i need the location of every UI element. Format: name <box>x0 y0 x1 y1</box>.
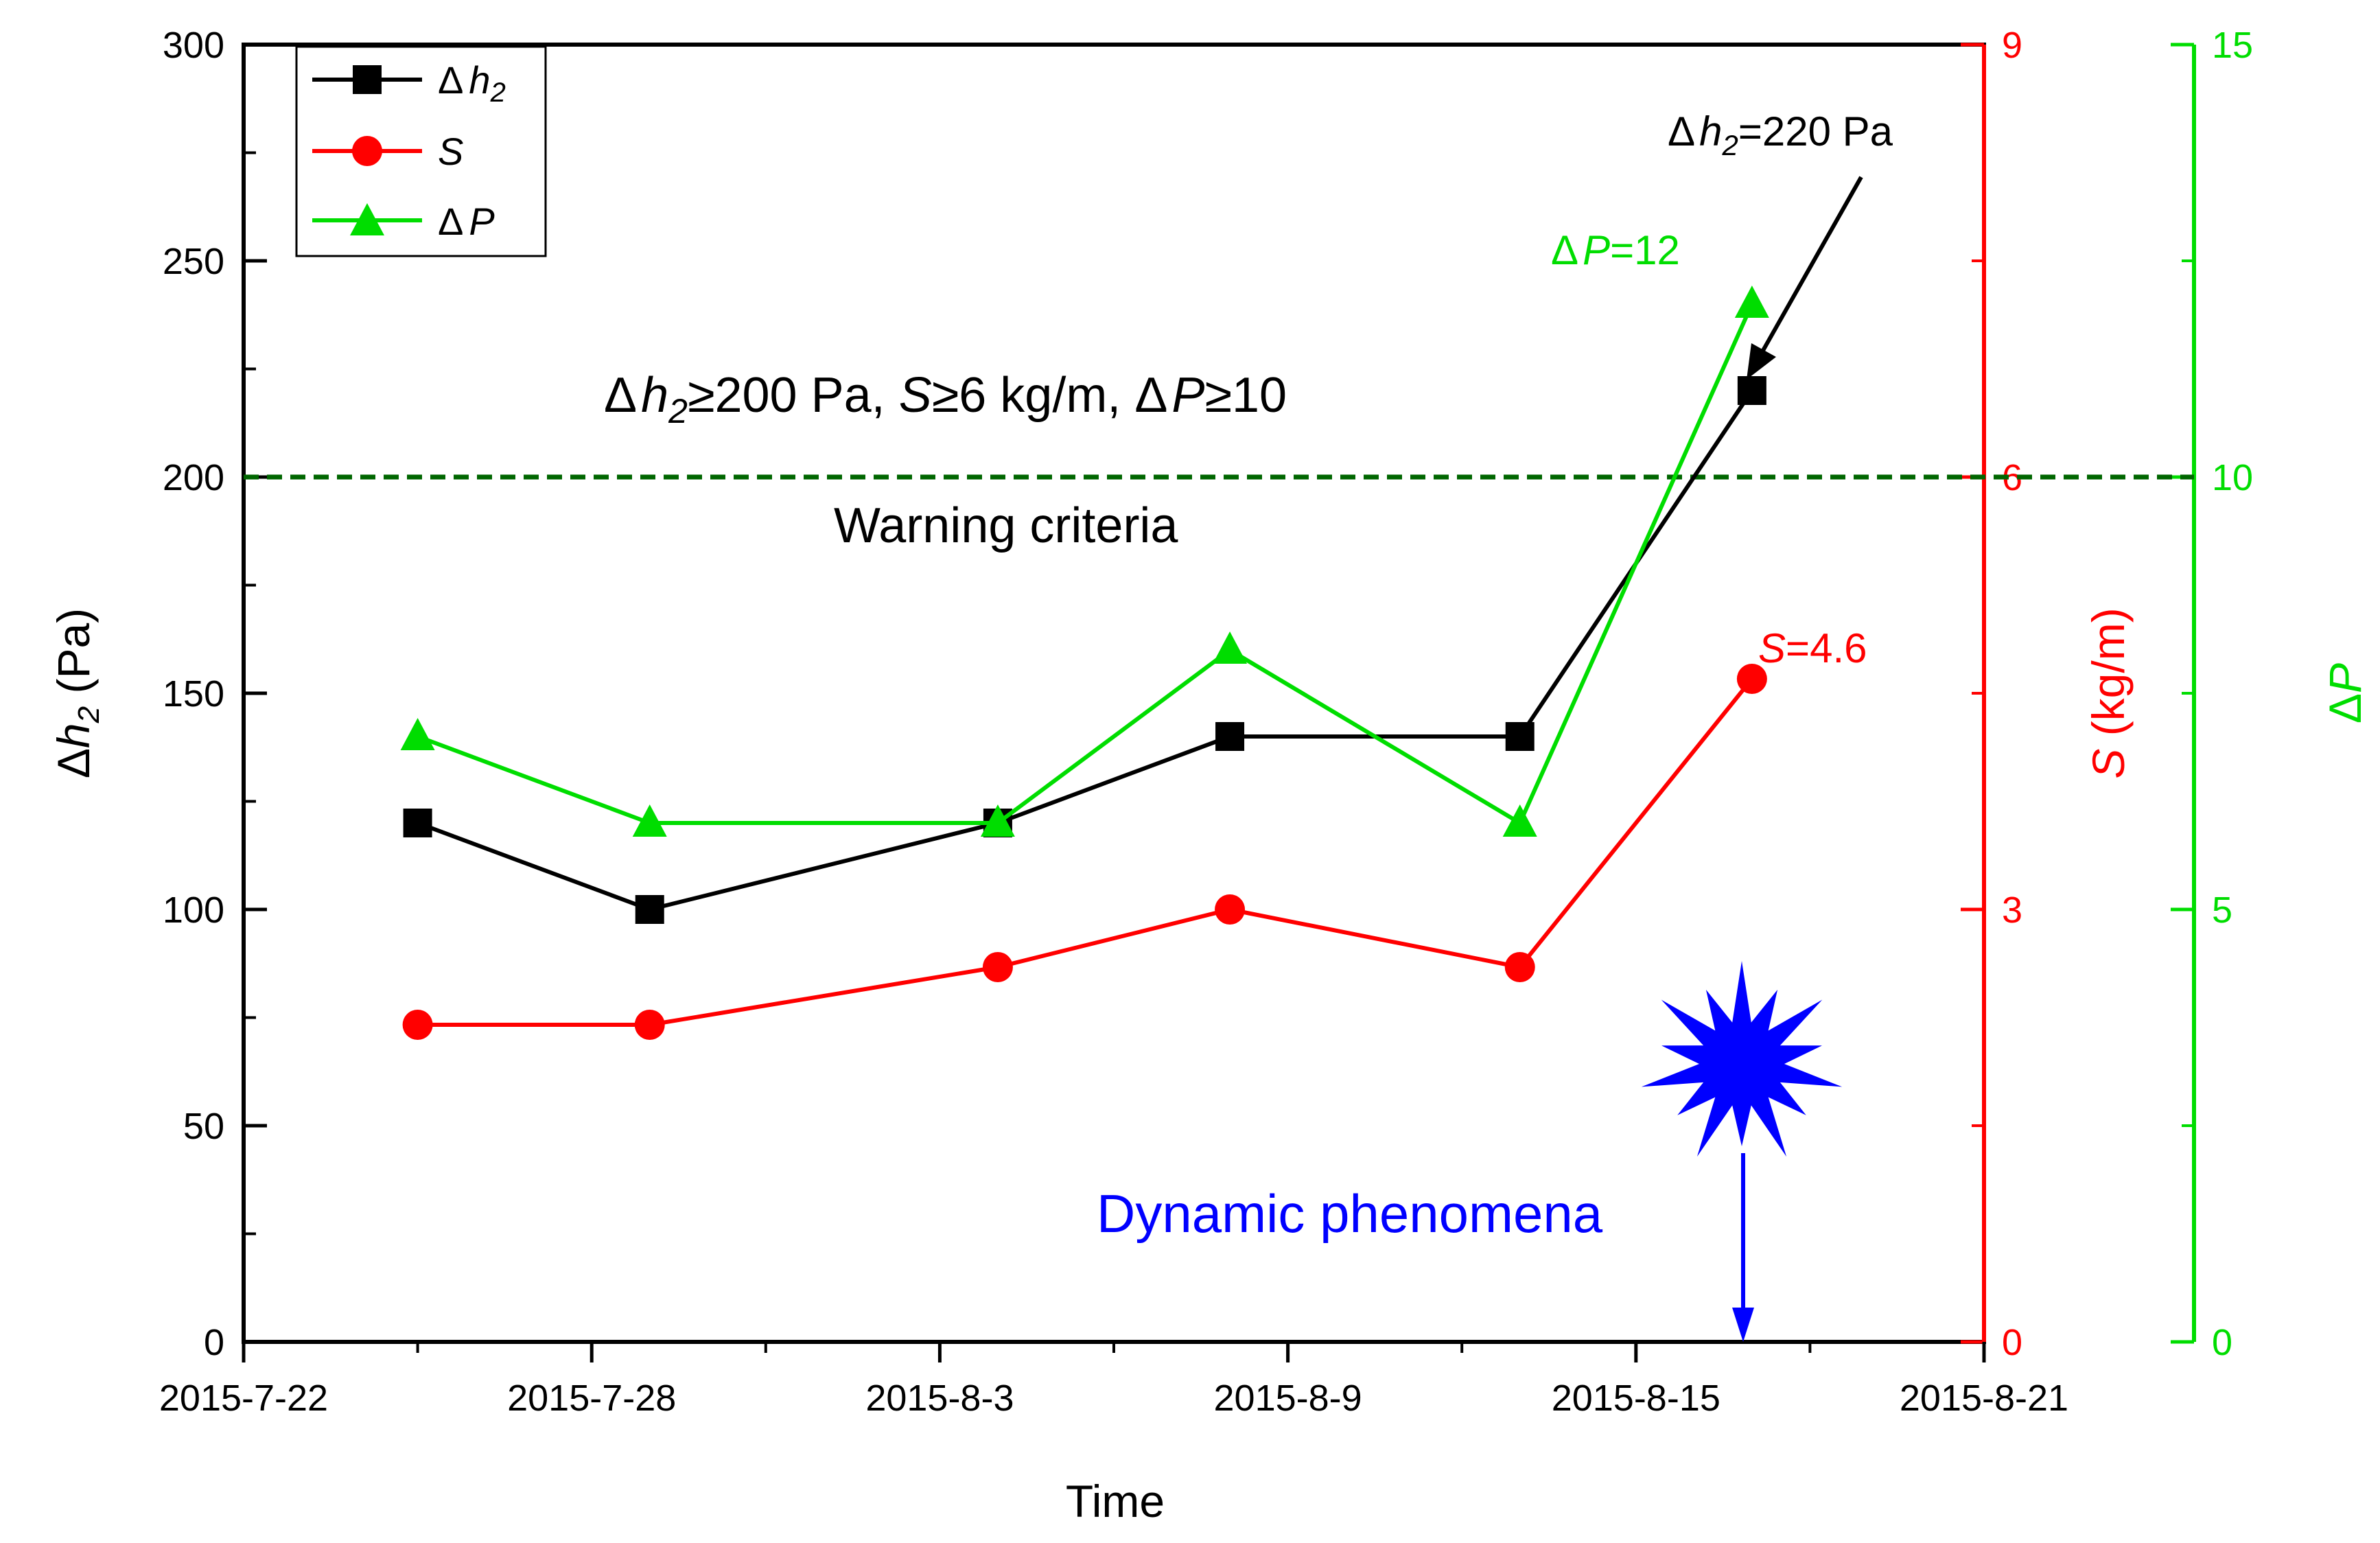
left-tick-label: 150 <box>163 673 224 715</box>
left-tick-label: 50 <box>183 1106 224 1147</box>
x-tick-label: 2015-7-22 <box>159 1378 328 1419</box>
x-tick-label: 2015-8-21 <box>1900 1378 2068 1419</box>
dp-tick-label: 10 <box>2212 457 2253 498</box>
data-point-dp <box>1734 286 1769 318</box>
x-axis-title: Time <box>1066 1476 1165 1527</box>
data-point-s <box>1504 952 1535 982</box>
dp-tick-label: 15 <box>2212 25 2253 66</box>
data-point-dh2 <box>403 809 432 837</box>
dynamic-phenomena-label: Dynamic phenomena <box>1097 1183 1603 1244</box>
dynamic-phenomena-burst-icon <box>1641 961 1843 1157</box>
series-line-2 <box>417 303 1754 825</box>
s-tick-label: 3 <box>2002 890 2022 931</box>
left-tick-label: 0 <box>204 1322 224 1363</box>
dynamic-phenomena-arrowhead <box>1732 1308 1754 1342</box>
left-tick-label: 200 <box>163 457 224 498</box>
series-group <box>400 286 1769 1040</box>
left-tick-label: 300 <box>163 25 224 66</box>
data-point-dh2 <box>1215 722 1245 751</box>
y-axis-title-left: Δh2 (Pa) <box>48 608 106 778</box>
data-point-s <box>1215 894 1246 925</box>
data-point-s <box>982 952 1013 982</box>
s-tick-label: 9 <box>2002 25 2022 66</box>
dh2-peak-arrow <box>1753 176 1863 365</box>
warning-criteria-label: Warning criteria <box>834 498 1178 553</box>
s-peak-label: S=4.6 <box>1758 625 1867 671</box>
data-point-dp <box>632 804 667 837</box>
x-axis-ticks: 2015-7-22 2015-7-28 2015-8-3 2015-8-9 2015-8… <box>159 1342 2068 1419</box>
data-point-dh2 <box>1737 376 1766 405</box>
left-axis-ticks: 0 50 100 150 200 250 300 <box>163 25 267 1363</box>
left-tick-label: 100 <box>163 890 224 931</box>
data-point-dh2 <box>635 895 664 924</box>
x-tick-label: 2015-8-3 <box>865 1378 1014 1419</box>
data-point-s <box>634 1010 665 1040</box>
left-tick-label: 250 <box>163 241 224 282</box>
s-tick-label: 0 <box>2002 1322 2022 1363</box>
legend-marker-s <box>352 136 382 166</box>
y-axis-title-s: S (kg/m) <box>2083 607 2134 778</box>
dp-tick-label: 5 <box>2212 890 2232 931</box>
data-point-s <box>402 1010 433 1040</box>
data-point-dp <box>1213 631 1248 664</box>
legend-marker-dp <box>350 203 384 235</box>
dp-peak-label: Δ P=12 <box>1551 227 1680 273</box>
criteria-annotation: Δh2≥200 Pa, S≥6 kg/m, ΔP≥10 <box>604 368 1287 430</box>
legend-label-s: S <box>438 130 463 173</box>
data-point-dp <box>980 804 1015 837</box>
dp-tick-label: 0 <box>2212 1322 2232 1363</box>
data-point-dp <box>1502 804 1537 837</box>
x-tick-label: 2015-8-15 <box>1552 1378 1720 1419</box>
series-line-1 <box>417 677 1754 1027</box>
legend-marker-dh2 <box>353 65 382 94</box>
x-tick-label: 2015-8-9 <box>1214 1378 1362 1419</box>
dh2-peak-arrowhead <box>1747 343 1776 380</box>
data-point-dp <box>400 718 435 750</box>
x-tick-label: 2015-7-28 <box>507 1378 676 1419</box>
dp-axis-ticks: 0 5 10 15 <box>2171 25 2253 1363</box>
data-point-dh2 <box>1505 722 1535 751</box>
y-axis-title-dp: ΔP <box>2320 663 2370 723</box>
data-point-s <box>1736 664 1767 694</box>
series-line-0 <box>417 389 1754 912</box>
